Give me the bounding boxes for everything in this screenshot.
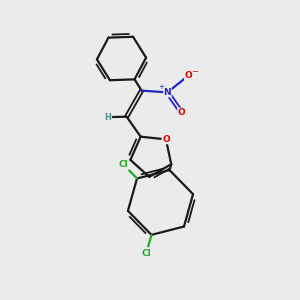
Text: −: − <box>191 68 199 76</box>
Text: O: O <box>178 108 185 117</box>
Text: H: H <box>104 112 111 122</box>
Text: N: N <box>164 88 171 97</box>
Text: Cl: Cl <box>119 160 129 169</box>
Text: +: + <box>158 84 164 90</box>
Text: O: O <box>184 71 192 80</box>
Text: Cl: Cl <box>142 249 151 258</box>
Text: O: O <box>162 135 170 144</box>
